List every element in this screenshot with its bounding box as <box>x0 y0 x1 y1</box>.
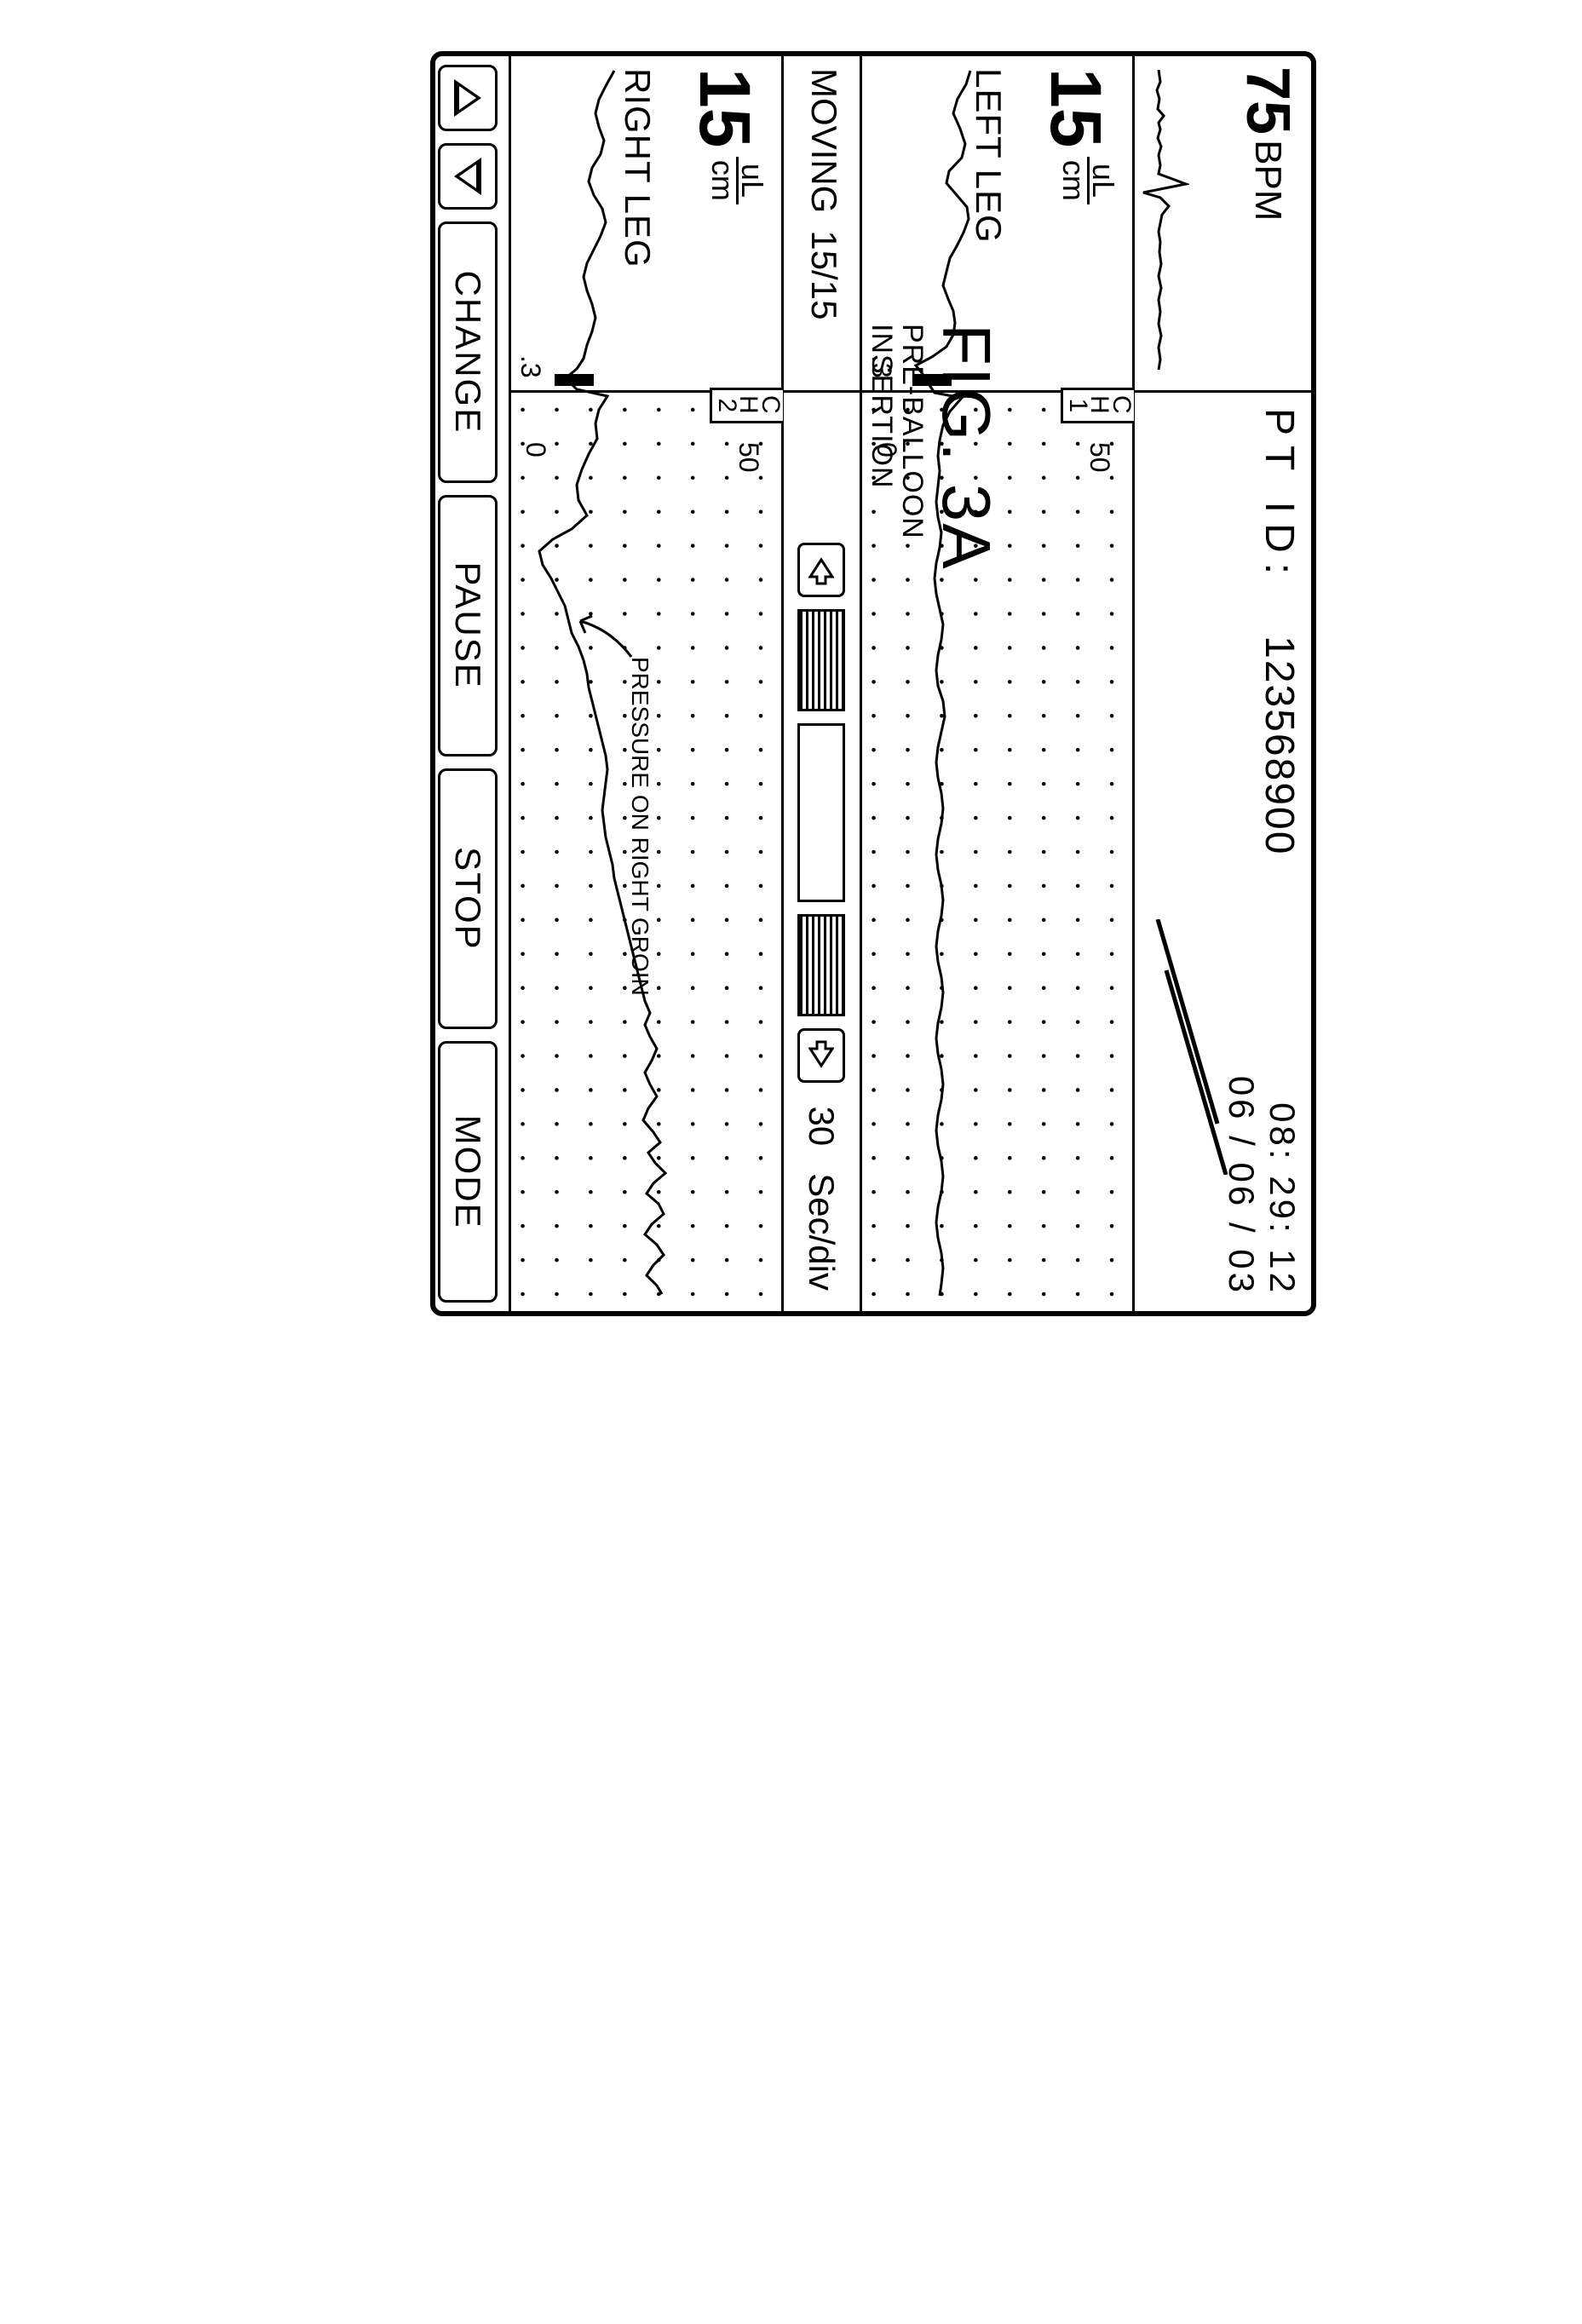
down-button[interactable] <box>438 143 498 210</box>
ecg-trace <box>1140 65 1189 380</box>
channel-1-trace <box>860 56 1132 1313</box>
moving-label: MOVING <box>799 68 844 213</box>
moving-ratio: 15/15 <box>799 230 844 319</box>
patient-id-value: 123568900 <box>1256 636 1303 855</box>
scrollbar-track-right[interactable] <box>798 914 846 1016</box>
change-button[interactable]: CHANGE <box>438 221 498 483</box>
channel-2-chart: C H 2 50 0 .3 PRESSURE ON RIGHT GROIN <box>511 393 781 1311</box>
scrollbar-track-left[interactable] <box>798 609 846 711</box>
device-screen: 75 BPM PT ID: 123568900 08: 29: 12 06 / 0… <box>430 51 1316 1316</box>
decorative-lines <box>1141 919 1251 1175</box>
bpm-value: 75 <box>1234 66 1302 135</box>
patient-id-cell: PT ID: 123568900 08: 29: 12 06 / 06 / 03 <box>1135 393 1311 1311</box>
scroll-right-button[interactable] <box>798 1028 846 1083</box>
mode-button[interactable]: MODE <box>438 1041 498 1303</box>
channel-1-row: 15 uL cm LEFT LEG C H 1 50 0 <box>860 56 1132 1311</box>
moving-row: MOVING 15/15 30 Sec/div <box>781 56 860 1311</box>
channel-2-annotation: PRESSURE ON RIGHT GROIN <box>626 657 653 996</box>
bpm-cell: 75 BPM <box>1135 56 1311 393</box>
channel-2-row: 15 uL cm RIGHT LEG C H 2 50 0 <box>509 56 781 1311</box>
header-row: 75 BPM PT ID: 123568900 08: 29: 12 06 / 0… <box>1132 56 1311 1311</box>
figure-caption: FIG. 3A PRE-BALLOON INSERTION <box>866 324 1005 571</box>
scroll-left-button[interactable] <box>798 543 846 597</box>
scrollbar-thumb[interactable] <box>798 723 846 902</box>
bpm-unit: BPM <box>1247 140 1289 221</box>
stop-button[interactable]: STOP <box>438 768 498 1030</box>
button-row: CHANGE PAUSE STOP MODE <box>430 56 509 1311</box>
channel-2-x: .3 <box>515 355 546 378</box>
timebase-value: 30 <box>802 1107 843 1147</box>
moving-left: MOVING 15/15 <box>784 56 860 393</box>
up-button[interactable] <box>438 65 498 131</box>
time-value: 08: 29: 12 <box>1262 1076 1303 1296</box>
patient-id-label: PT ID: <box>1256 408 1303 584</box>
timebase-unit: Sec/div <box>802 1173 843 1291</box>
pause-button[interactable]: PAUSE <box>438 495 498 756</box>
moving-right: 30 Sec/div <box>784 393 860 1311</box>
